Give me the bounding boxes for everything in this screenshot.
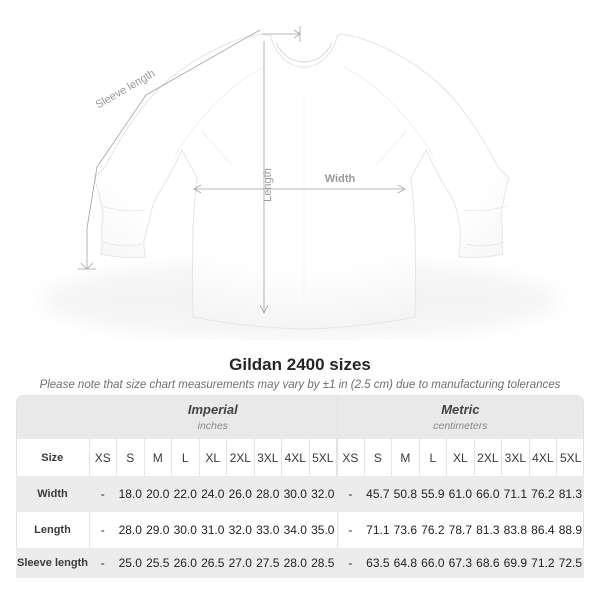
svg-text:Width: Width xyxy=(325,173,356,185)
svg-text:Length: Length xyxy=(262,168,274,202)
